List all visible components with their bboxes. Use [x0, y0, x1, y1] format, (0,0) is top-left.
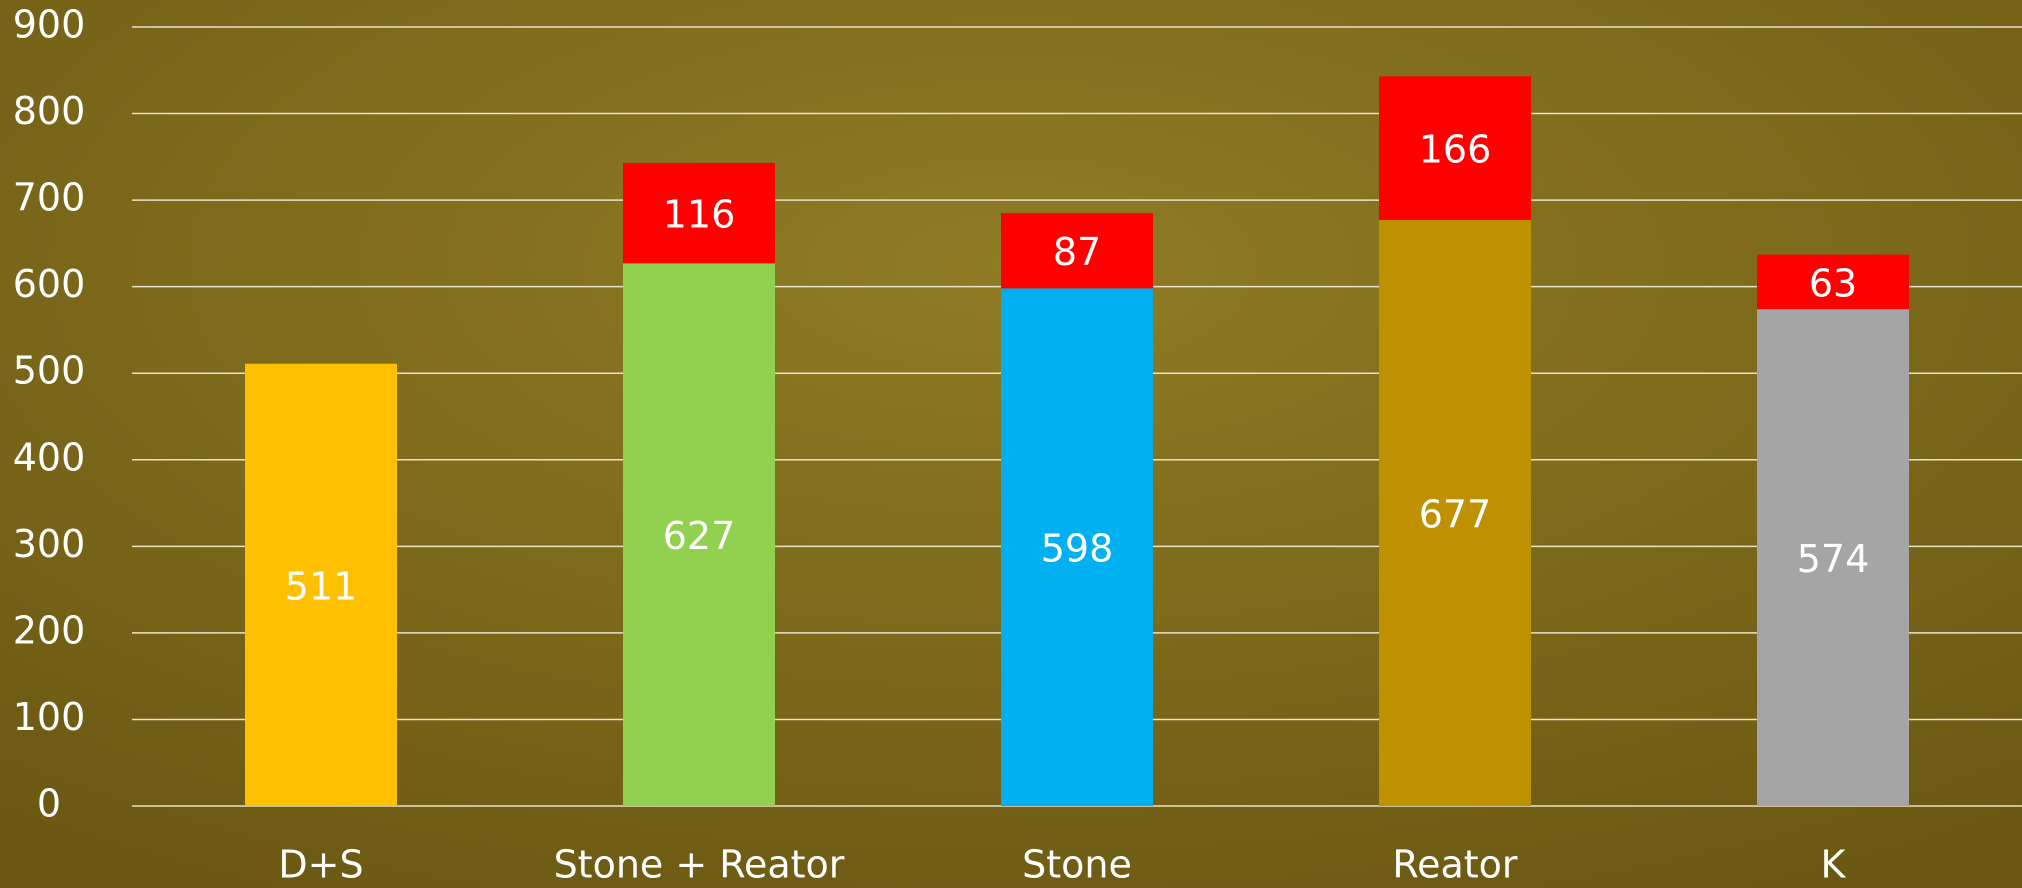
data-label: 166: [1419, 128, 1492, 172]
x-tick-label: Stone + Reator: [554, 843, 845, 887]
data-label: 677: [1419, 493, 1492, 537]
x-tick-label: K: [1821, 843, 1847, 887]
y-tick-label: 900: [13, 3, 86, 47]
chart: 0 100 200 300 400 500 600 700 800 900 D+S 511 Stone …: [0, 0, 2022, 888]
data-label: 87: [1053, 230, 1101, 274]
x-tick-label: Reator: [1392, 843, 1518, 887]
x-tick-label: D+S: [278, 843, 363, 887]
y-tick-label: 0: [37, 782, 61, 826]
y-tick-label: 700: [13, 176, 86, 220]
data-label: 574: [1797, 537, 1870, 581]
data-label: 598: [1041, 527, 1114, 571]
y-tick-label: 300: [13, 522, 86, 566]
data-label: 63: [1809, 261, 1857, 305]
y-tick-label: 600: [13, 262, 86, 306]
page: 0 100 200 300 400 500 600 700 800 900 D+S 511 Stone …: [0, 0, 2022, 888]
x-tick-label: Stone: [1022, 843, 1132, 887]
y-tick-label: 800: [13, 89, 86, 133]
y-tick-label: 500: [13, 349, 86, 393]
y-tick-label: 400: [13, 435, 86, 479]
data-label: 511: [285, 564, 358, 608]
data-label: 627: [663, 514, 736, 558]
data-label: 116: [663, 193, 736, 237]
y-tick-label: 200: [13, 608, 86, 652]
y-tick-label: 100: [13, 695, 86, 739]
